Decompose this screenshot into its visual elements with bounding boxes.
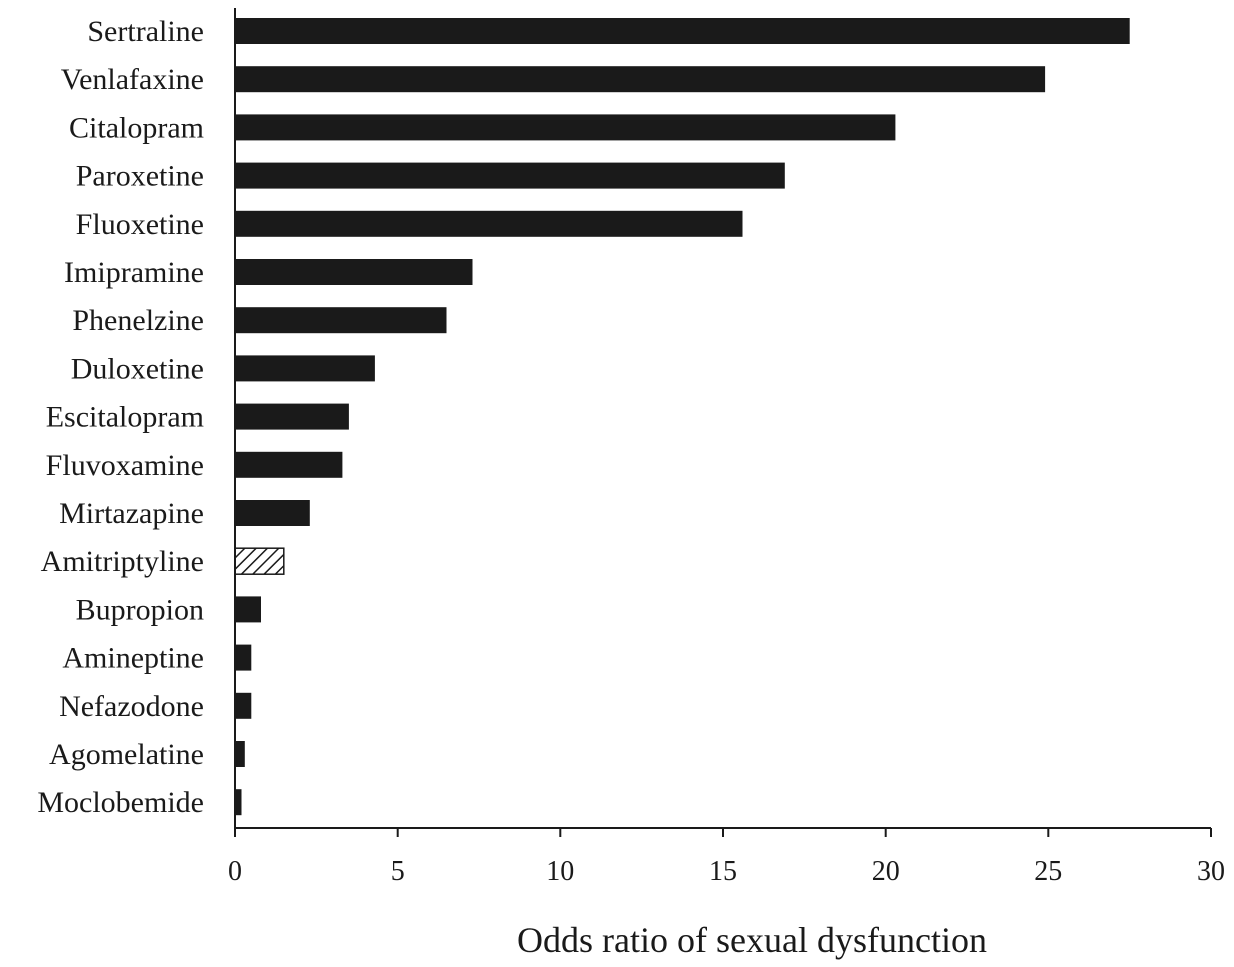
x-tick-label-10: 10 xyxy=(546,856,574,887)
bar-imipramine xyxy=(235,259,473,285)
category-label-imipramine: Imipramine xyxy=(64,256,204,289)
bar-fluvoxamine xyxy=(235,451,343,478)
category-label-fluvoxamine: Fluvoxamine xyxy=(46,449,204,482)
category-label-citalopram: Citalopram xyxy=(69,111,204,144)
bar-phenelzine xyxy=(235,307,447,334)
bar-paroxetine xyxy=(235,162,785,189)
category-label-fluoxetine: Fluoxetine xyxy=(76,208,204,241)
bar-amineptine xyxy=(235,644,252,671)
x-axis-title: Odds ratio of sexual dysfunction xyxy=(517,920,987,960)
bar-mirtazapine xyxy=(235,500,310,526)
bar-sertraline xyxy=(235,18,1130,44)
bar-escitalopram xyxy=(235,403,349,430)
category-label-sertraline: Sertraline xyxy=(87,15,204,48)
category-label-agomelatine: Agomelatine xyxy=(49,738,204,771)
category-label-phenelzine: Phenelzine xyxy=(72,304,204,337)
category-label-amitriptyline: Amitriptyline xyxy=(41,545,204,578)
category-labels: Sertraline Venlafaxine Citalopram Paroxetin… xyxy=(37,15,204,819)
bars-layer xyxy=(234,18,1130,816)
category-label-amineptine: Amineptine xyxy=(62,642,204,675)
bar-fluoxetine xyxy=(235,210,743,237)
axes: 0 5 10 15 20 25 30 xyxy=(228,8,1225,887)
category-label-nefazodone: Nefazodone xyxy=(59,690,204,723)
x-tick-label-0: 0 xyxy=(228,856,242,887)
x-tick-label-15: 15 xyxy=(709,856,737,887)
bar-agomelatine xyxy=(235,741,245,767)
category-label-paroxetine: Paroxetine xyxy=(76,160,204,193)
bar-moclobemide xyxy=(235,789,242,816)
x-tick-label-20: 20 xyxy=(872,856,900,887)
bar-nefazodone xyxy=(235,692,252,719)
x-tick-label-25: 25 xyxy=(1034,856,1062,887)
category-label-bupropion: Bupropion xyxy=(76,593,204,626)
bar-venlafaxine xyxy=(235,66,1046,93)
x-tick-label-5: 5 xyxy=(391,856,405,887)
bar-citalopram xyxy=(235,114,896,141)
category-label-moclobemide: Moclobemide xyxy=(37,786,204,819)
category-label-duloxetine: Duloxetine xyxy=(71,352,204,385)
bar-amitriptyline xyxy=(234,547,285,575)
bar-duloxetine xyxy=(235,355,375,382)
bar-bupropion xyxy=(235,596,261,623)
x-tick-label-30: 30 xyxy=(1197,856,1225,887)
category-label-venlafaxine: Venlafaxine xyxy=(61,63,204,96)
category-label-mirtazapine: Mirtazapine xyxy=(59,497,204,530)
category-label-escitalopram: Escitalopram xyxy=(46,401,204,434)
